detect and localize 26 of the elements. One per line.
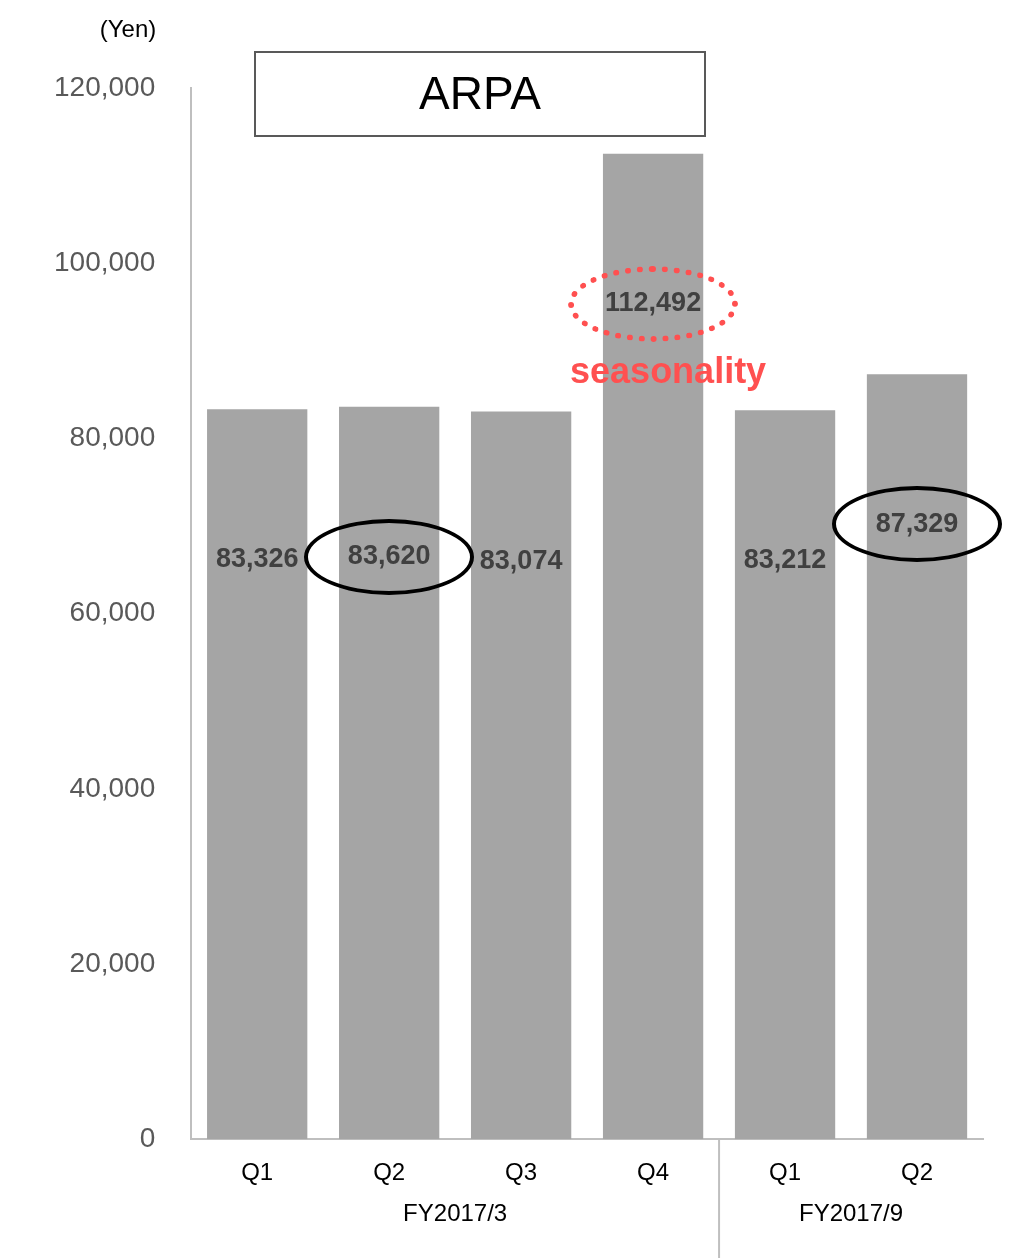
- data-label: 112,492: [605, 287, 702, 318]
- y-tick-label: 60,000: [69, 596, 156, 628]
- x-tick-label: Q1: [769, 1158, 802, 1186]
- x-tick-label: Q3: [505, 1158, 538, 1186]
- data-label: 83,212: [743, 543, 827, 574]
- y-tick-label: 0: [139, 1121, 156, 1153]
- data-label: 83,074: [479, 544, 563, 575]
- data-label: 87,329: [875, 507, 959, 538]
- x-tick-label: Q1: [241, 1158, 274, 1186]
- y-tick-label: 40,000: [69, 771, 156, 803]
- y-tick-label: 80,000: [69, 421, 156, 453]
- bar: [207, 409, 308, 1140]
- data-label: 83,326: [215, 542, 299, 573]
- text: FY2017/3: [403, 1198, 508, 1226]
- text: FY2017/9: [799, 1198, 904, 1226]
- y-axis-title: (Yen): [99, 14, 157, 42]
- data-label: 83,620: [347, 540, 431, 571]
- bar: [734, 410, 836, 1140]
- y-tick-label: 20,000: [69, 946, 156, 978]
- x-tick-label: Q2: [373, 1158, 406, 1186]
- y-tick-label: 100,000: [53, 245, 156, 277]
- x-tick-label: Q2: [901, 1158, 934, 1186]
- chart-title: ARPA: [419, 66, 542, 119]
- bar: [470, 411, 572, 1140]
- x-tick-label: Q4: [637, 1158, 670, 1186]
- y-tick-label: 120,000: [53, 70, 156, 102]
